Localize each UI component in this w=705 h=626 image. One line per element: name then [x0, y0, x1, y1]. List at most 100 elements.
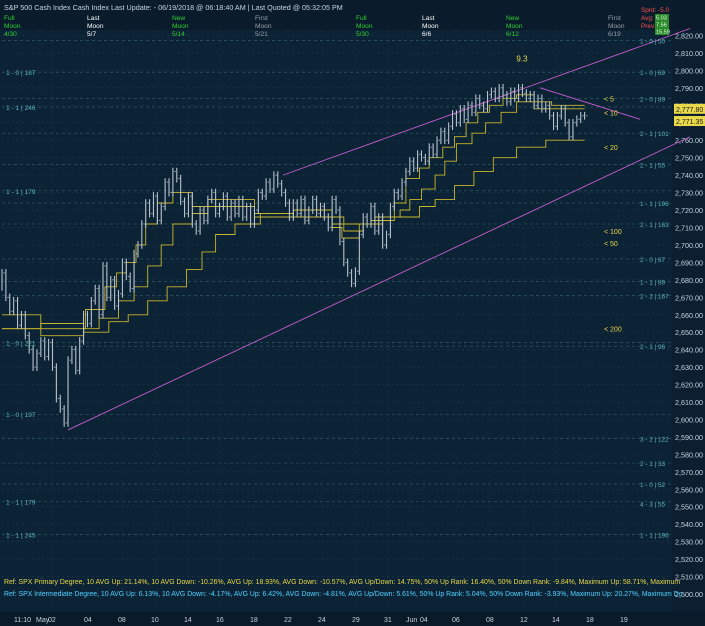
- chart-title: S&P 500 Cash Index Cash Index Last Updat…: [4, 3, 343, 12]
- gann-label-right: 2 - 1 | 163: [640, 222, 669, 229]
- status-label: Prev: Bull: [641, 23, 668, 30]
- moon-phase-date: 6/12: [506, 31, 519, 38]
- x-tick-label: 11:10: [14, 617, 31, 624]
- x-axis-panel: [0, 612, 705, 626]
- moving-average-label: < 100: [604, 229, 622, 236]
- moon-phase-name: Last: [422, 15, 435, 22]
- status-badge-value: 15.59: [656, 30, 670, 36]
- x-tick-label: May: [36, 617, 50, 624]
- stats-footer-line: Ref: SPX Intermediate Degree, 10 AVG Up:…: [4, 591, 683, 598]
- moon-phase-label: Moon: [4, 23, 21, 30]
- x-tick-label: 16: [216, 617, 224, 624]
- price-box: [674, 103, 705, 114]
- y-tick-label: 2,560.00: [675, 485, 703, 494]
- x-tick-label: 19: [620, 617, 628, 624]
- moon-phase-label: Moon: [608, 23, 625, 30]
- y-tick-label: 2,680.00: [675, 276, 703, 285]
- trend-channel-line: [282, 28, 691, 176]
- y-tick-label: 2,790.00: [675, 84, 703, 93]
- status-badge-value: 5.03: [656, 16, 667, 22]
- moving-average-label: < 50: [604, 241, 618, 248]
- x-tick-label: Jun: [406, 617, 417, 624]
- moving-average-step-line: [2, 101, 585, 337]
- y-tick-label: 2,720.00: [675, 206, 703, 215]
- y-tick-label: 2,700.00: [675, 241, 703, 250]
- trend-channel-line: [67, 136, 691, 431]
- x-tick-label: 04: [420, 617, 428, 624]
- y-tick-label: 2,750.00: [675, 154, 703, 163]
- moon-phase-date: 4/30: [4, 31, 17, 38]
- x-tick-label: 31: [384, 617, 392, 624]
- x-tick-label: 18: [586, 617, 594, 624]
- y-tick-label: 2,520.00: [675, 555, 703, 564]
- trend-channel-line: [539, 87, 641, 120]
- y-tick-label: 2,640.00: [675, 346, 703, 355]
- y-tick-label: 2,590.00: [675, 433, 703, 442]
- gann-label-left: 1 - 0 | 187: [6, 70, 36, 77]
- y-tick-label: 2,540.00: [675, 520, 703, 529]
- x-tick-label: 29: [352, 617, 360, 624]
- y-axis-panel: [672, 30, 705, 612]
- header-background: [0, 0, 705, 30]
- moon-phase-label: Moon: [172, 23, 189, 30]
- wave-annotation: 9.3: [516, 55, 528, 64]
- status-label: Avg: Diff: [641, 15, 665, 22]
- moving-average-label: < 10: [604, 110, 618, 117]
- gann-label-right: 1 - 1 | 89: [640, 280, 666, 287]
- gann-label-left: 1 - 1 | 246: [6, 105, 36, 112]
- gann-label-right: 1 - 0 | 69: [640, 70, 666, 77]
- y-tick-label: 2,710.00: [675, 223, 703, 232]
- moon-phase-date: 6/19: [608, 31, 621, 38]
- y-tick-label: 2,810.00: [675, 49, 703, 58]
- x-tick-label: 24: [318, 617, 326, 624]
- gann-label-right: 1 - 1 | 196: [640, 533, 669, 540]
- x-tick-label: 12: [520, 617, 528, 624]
- status-badge: [655, 21, 669, 28]
- stats-footer-line: Ref: SPX Primary Degree, 10 AVG Up: 21.1…: [4, 579, 680, 586]
- y-tick-label: 2,730.00: [675, 189, 703, 198]
- y-tick-label: 2,670.00: [675, 293, 703, 302]
- gann-label-right: 2 - 1 | 101: [640, 131, 669, 138]
- gann-label-right: 1 - 0 | 50: [640, 39, 666, 46]
- gann-label-left: 1 - 1 | 245: [6, 533, 36, 540]
- x-tick-label: 08: [486, 617, 494, 624]
- moon-phase-date: 5/30: [356, 31, 369, 38]
- moon-phase-name: New: [506, 15, 519, 22]
- x-tick-label: 02: [48, 617, 56, 624]
- y-tick-label: 2,580.00: [675, 450, 703, 459]
- y-tick-label: 2,610.00: [675, 398, 703, 407]
- gann-label-right: 1 - 0 | 52: [640, 482, 666, 489]
- y-tick-label: 2,510.00: [675, 573, 703, 582]
- x-tick-label: 04: [84, 617, 92, 624]
- y-tick-label: 2,570.00: [675, 468, 703, 477]
- gann-label-right: 2 - 1 | 33: [640, 461, 666, 468]
- gann-label-right: 3 - 2 | 122: [640, 437, 669, 444]
- moon-phase-date: 6/6: [422, 31, 431, 38]
- y-tick-label: 2,500.00: [675, 590, 703, 599]
- x-tick-label: 14: [184, 617, 192, 624]
- status-label: Sprd: -5.0: [641, 7, 670, 14]
- gann-label-right: 1 - 1 | 196: [640, 201, 669, 208]
- y-tick-label: 2,760.00: [675, 136, 703, 145]
- moon-phase-label: Moon: [422, 23, 439, 30]
- moon-phase-name: Full: [4, 15, 15, 22]
- price-box-label: 2,777.80: [676, 107, 703, 114]
- y-tick-label: 2,600.00: [675, 415, 703, 424]
- y-tick-label: 2,690.00: [675, 258, 703, 267]
- moon-phase-label: Moon: [87, 23, 104, 30]
- y-tick-label: 2,620.00: [675, 381, 703, 390]
- y-tick-label: 2,800.00: [675, 66, 703, 75]
- status-badge-value: 7.56: [656, 23, 667, 29]
- moon-phase-name: First: [255, 15, 268, 22]
- moon-phase-date: 5/21: [255, 31, 268, 38]
- gann-label-left: 1 - 1 | 179: [6, 189, 36, 196]
- y-tick-label: 2,820.00: [675, 31, 703, 40]
- gann-label-right: 4 - 3 | 55: [640, 501, 666, 508]
- gann-label-right: 2 - 0 | 67: [640, 257, 666, 264]
- x-tick-label: 14: [552, 617, 560, 624]
- gann-label-right: 2 - 1 | 55: [640, 163, 666, 170]
- gann-label-left: 1 - 0 | 221: [6, 341, 36, 348]
- moving-average-label: < 20: [604, 145, 618, 152]
